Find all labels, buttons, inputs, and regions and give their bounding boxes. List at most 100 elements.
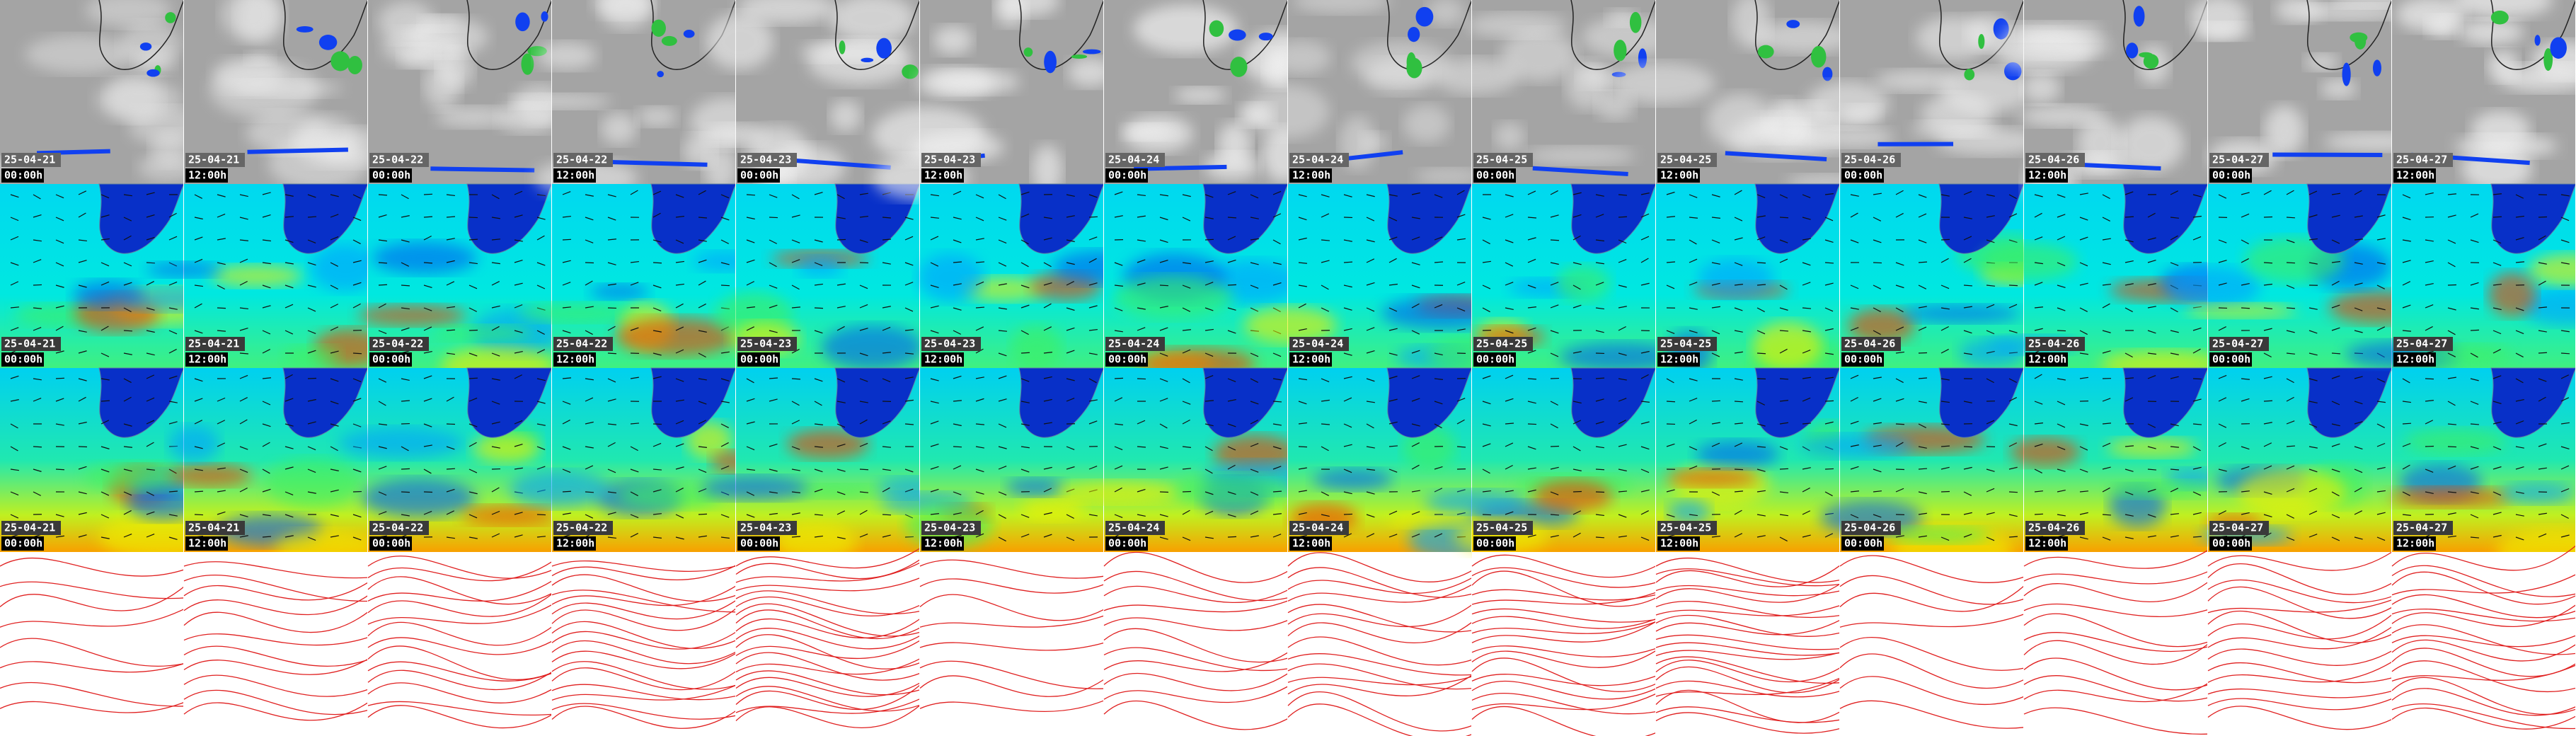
wind-arrow <box>1595 194 1604 197</box>
isobar <box>2391 688 2576 716</box>
wind-arrow <box>1411 217 1420 219</box>
label-bg <box>1841 168 1884 183</box>
wind-arrow <box>1298 217 1307 221</box>
time-label: 12:00h <box>2396 353 2434 366</box>
wind-arrow <box>630 190 638 195</box>
isobar <box>2207 579 2393 604</box>
wind-arrow <box>882 217 892 219</box>
wind-arrow <box>562 512 571 515</box>
wind-arrow <box>1411 511 1420 515</box>
wind-arrow <box>1434 236 1443 241</box>
wind-arrow <box>1963 258 1972 263</box>
wind-arrow <box>468 397 478 402</box>
time-label: 12:00h <box>1660 537 1698 550</box>
wind-arrow <box>1595 307 1604 310</box>
isobar-panel <box>919 552 1105 736</box>
isobar <box>183 582 369 601</box>
panel-bg <box>0 552 184 736</box>
label-bg <box>1 337 61 351</box>
isobar <box>1287 552 1473 583</box>
wind-arrow <box>284 239 294 243</box>
wind-arrow <box>146 192 155 195</box>
isobar <box>1839 653 2025 689</box>
wind-arrow <box>1366 446 1375 449</box>
wind-arrow <box>859 239 868 243</box>
wind-arrow <box>2170 235 2178 241</box>
isobar <box>1103 647 1289 672</box>
time-label: 12:00h <box>556 169 594 182</box>
wind-arrow <box>307 330 316 334</box>
wind-arrow <box>123 282 132 286</box>
isobar <box>183 633 369 646</box>
isobar <box>2023 707 2209 735</box>
wind-arrow <box>652 284 662 289</box>
wind-arrow <box>630 468 639 473</box>
wind-arrow <box>1204 468 1213 474</box>
wind-blob <box>461 505 558 526</box>
wind-arrow <box>1137 239 1146 242</box>
time-label: 00:00h <box>1844 353 1882 366</box>
rain-area <box>1071 54 1088 59</box>
date-label: 25-04-27 <box>2212 338 2263 350</box>
cloud <box>133 47 175 75</box>
cloud <box>2452 0 2553 18</box>
label-bg <box>185 153 245 167</box>
wind-arrow <box>1411 192 1420 195</box>
wind-arrow <box>769 377 778 379</box>
wind-arrow <box>2057 514 2066 517</box>
wind-arrow <box>2402 260 2411 263</box>
wind-blob <box>2236 468 2347 517</box>
wind-arrow <box>585 397 594 402</box>
wind-arrow <box>2560 534 2570 538</box>
wind-arrow <box>1114 465 1123 470</box>
wind-arrow <box>1689 514 1698 517</box>
wind-arrow <box>2470 378 2479 381</box>
wind-arrow <box>746 378 754 384</box>
panel-bg <box>1288 552 1472 736</box>
wind-arrow <box>2376 262 2386 265</box>
isobar <box>1655 583 1841 603</box>
wind-arrow <box>2241 213 2250 218</box>
wind-arrow <box>1918 446 1927 449</box>
cloud <box>1466 13 1568 38</box>
wind-arrow <box>2147 423 2156 428</box>
wind-arrow <box>378 284 388 286</box>
wind-arrow <box>2218 239 2227 243</box>
wind-arrow <box>1940 378 1950 381</box>
wind-arrow <box>2538 512 2547 515</box>
wind-arrow <box>720 262 730 265</box>
land <box>1754 183 1841 254</box>
wind-arrow <box>1618 468 1627 472</box>
wind-arrow <box>1250 238 1259 241</box>
wind-arrow <box>585 330 593 335</box>
wind-arrow <box>468 423 478 427</box>
wind-arrow <box>2192 423 2202 425</box>
rain-area <box>1822 67 1833 81</box>
wind-arrow <box>2538 467 2547 470</box>
wind-arrow <box>814 330 823 334</box>
rain-band <box>430 166 535 173</box>
wind-arrow <box>1298 328 1307 331</box>
isobar <box>1655 601 1841 619</box>
wind-arrow <box>1986 330 1995 335</box>
wind-arrow <box>2425 468 2434 473</box>
wind-arrow <box>2515 261 2525 263</box>
wind-arrow <box>378 491 387 496</box>
wind-arrow <box>1159 194 1168 197</box>
wind-arrow <box>1272 213 1282 218</box>
wind-arrow <box>2470 446 2479 449</box>
wind-arrow <box>491 194 500 200</box>
wind-arrow <box>1272 378 1282 381</box>
wind-arrow <box>2102 238 2111 241</box>
wind-arrow <box>2057 330 2066 332</box>
label-bg <box>2209 153 2269 167</box>
wind-arrow <box>307 194 316 198</box>
wind-arrow <box>1456 328 1466 331</box>
wind-arrow <box>1918 306 1927 309</box>
cloud <box>2014 33 2110 59</box>
wind-arrow <box>284 491 294 495</box>
label-bg <box>2393 352 2436 367</box>
time-label: 00:00h <box>372 537 410 550</box>
rain-area <box>1993 18 2009 40</box>
wind-arrow <box>378 423 387 426</box>
